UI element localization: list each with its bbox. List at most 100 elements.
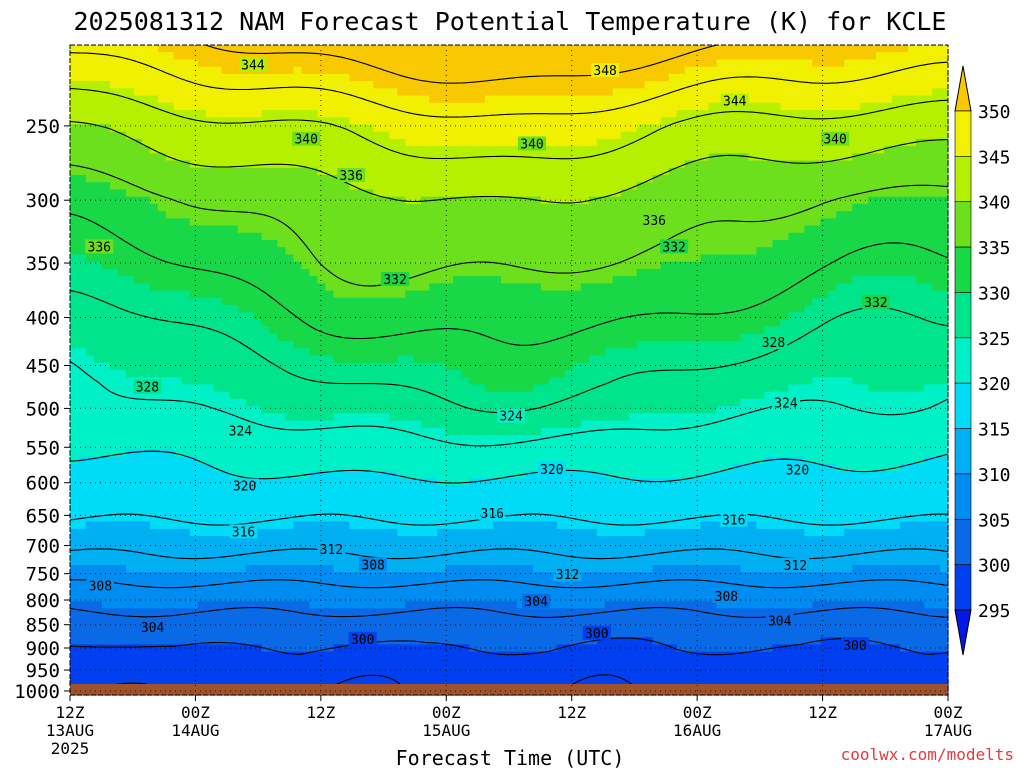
field-cell [860,95,869,104]
field-cell [325,73,334,82]
field-cell [900,232,909,241]
field-cell [357,290,366,299]
field-cell [117,131,127,140]
field-cell [940,175,949,183]
field-cell [205,254,215,263]
field-cell [828,305,837,313]
field-cell [828,189,837,198]
field-cell [261,254,271,263]
field-cell [181,341,191,349]
field-cell [101,95,111,104]
field-cell [908,52,917,61]
field-cell [540,319,550,328]
field-cell [85,81,95,89]
field-cell [836,341,845,349]
field-cell [293,218,303,227]
field-cell [469,160,478,169]
field-cell [788,110,797,118]
field-cell [860,59,869,68]
field-cell [141,73,151,82]
field-cell [756,348,766,357]
field-cell [469,218,478,227]
field-cell [117,247,127,256]
field-cell [373,59,382,68]
field-cell [85,362,95,371]
field-cell [724,283,734,292]
field-cell [197,153,207,162]
field-cell [141,305,151,313]
field-cell [509,131,518,140]
field-cell [876,276,885,284]
field-cell [780,225,789,234]
field-cell [477,138,486,147]
field-cell [109,312,119,321]
field-cell [333,66,342,75]
field-cell [189,196,199,205]
field-cell [405,45,414,53]
field-cell [836,283,845,292]
field-cell [237,225,247,234]
field-cell [421,362,430,371]
field-cell [732,167,742,176]
field-cell [884,333,893,342]
field-cell [708,341,718,349]
field-cell [684,95,694,104]
field-cell [804,182,813,191]
field-cell [237,232,247,241]
field-cell [389,370,398,378]
field-cell [516,189,526,198]
field-cell [796,341,805,349]
field-cell [429,182,438,191]
field-cell [860,124,869,133]
field-cell [365,131,374,140]
field-cell [620,232,630,241]
field-cell [341,370,350,378]
field-cell [612,290,622,299]
field-cell [892,348,901,357]
field-cell [764,261,773,270]
field-cell [828,348,837,357]
field-cell [85,326,95,335]
field-cell [796,362,805,371]
field-cell [229,312,239,321]
field-cell [844,160,853,169]
field-cell [373,261,382,270]
field-cell [572,73,582,82]
field-cell [516,225,526,234]
field-cell [317,232,327,241]
field-cell [636,305,646,313]
field-cell [413,341,422,349]
field-cell [732,189,742,198]
field-cell [572,95,582,104]
field-cell [812,146,821,154]
field-cell [405,146,414,154]
field-cell [788,319,797,328]
field-cell [820,88,829,97]
field-cell [764,175,773,183]
field-cell [205,45,215,53]
field-cell [708,276,718,284]
field-cell [509,305,518,313]
field-cell [796,153,805,162]
field-cell [788,276,797,284]
field-cell [628,362,638,371]
field-cell [165,326,175,335]
field-cell [780,283,789,292]
field-cell [780,124,789,133]
field-cell [149,153,159,162]
field-cell [748,189,758,198]
field-cell [516,355,526,364]
field-cell [748,232,758,241]
field-cell [157,232,167,241]
field-cell [205,290,215,299]
field-cell [876,290,885,299]
field-cell [644,153,654,162]
field-cell [636,333,646,342]
field-cell [524,225,534,234]
field-cell [876,160,885,169]
field-cell [588,52,598,61]
field-cell [628,268,638,277]
field-cell [580,232,590,241]
field-cell [668,110,678,118]
field-cell [133,146,143,154]
